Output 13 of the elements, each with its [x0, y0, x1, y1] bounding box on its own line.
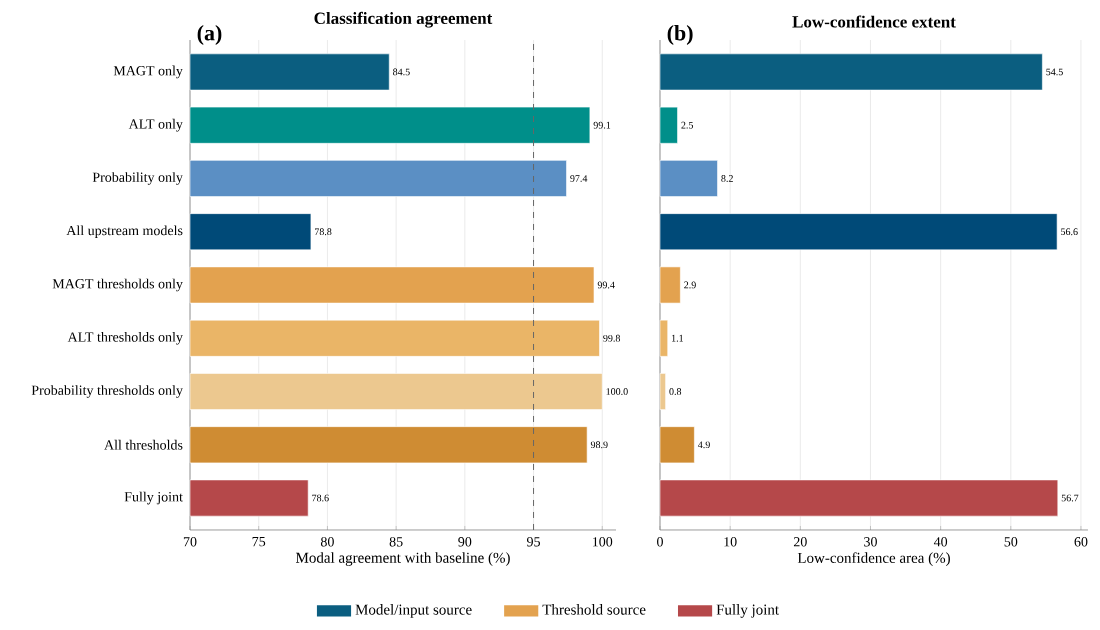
bar: [659, 160, 718, 197]
bar: [659, 373, 666, 410]
chart-title: Classification agreement: [314, 11, 493, 28]
annotation: (b): [667, 25, 693, 45]
bar: [659, 266, 681, 304]
bar: [659, 106, 678, 144]
bar: [659, 479, 1059, 517]
bar: [659, 426, 695, 464]
bar: [659, 213, 1058, 251]
annotation: (a): [197, 25, 222, 45]
bar: [659, 53, 1043, 91]
chart-title: Low-confidence extent: [792, 15, 956, 28]
bar: [659, 319, 669, 357]
